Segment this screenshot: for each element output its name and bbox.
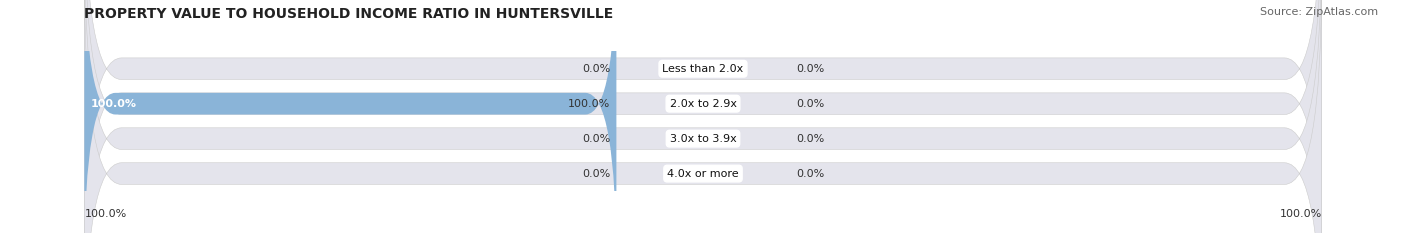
FancyBboxPatch shape — [84, 0, 1322, 233]
FancyBboxPatch shape — [84, 0, 1322, 233]
Text: 0.0%: 0.0% — [582, 169, 610, 178]
Text: 2.0x to 2.9x: 2.0x to 2.9x — [669, 99, 737, 109]
Text: Source: ZipAtlas.com: Source: ZipAtlas.com — [1260, 7, 1378, 17]
Text: 0.0%: 0.0% — [796, 99, 824, 109]
Text: 100.0%: 100.0% — [1279, 209, 1322, 219]
Text: PROPERTY VALUE TO HOUSEHOLD INCOME RATIO IN HUNTERSVILLE: PROPERTY VALUE TO HOUSEHOLD INCOME RATIO… — [84, 7, 613, 21]
Text: 0.0%: 0.0% — [796, 169, 824, 178]
FancyBboxPatch shape — [84, 0, 1322, 233]
FancyBboxPatch shape — [84, 0, 616, 233]
Text: 0.0%: 0.0% — [796, 64, 824, 74]
Text: 100.0%: 100.0% — [90, 99, 136, 109]
Text: 0.0%: 0.0% — [796, 134, 824, 144]
Text: Less than 2.0x: Less than 2.0x — [662, 64, 744, 74]
FancyBboxPatch shape — [84, 0, 1322, 233]
Text: 0.0%: 0.0% — [582, 64, 610, 74]
Text: 100.0%: 100.0% — [568, 99, 610, 109]
Text: 3.0x to 3.9x: 3.0x to 3.9x — [669, 134, 737, 144]
Text: 100.0%: 100.0% — [84, 209, 127, 219]
Text: 0.0%: 0.0% — [582, 134, 610, 144]
Text: 4.0x or more: 4.0x or more — [668, 169, 738, 178]
